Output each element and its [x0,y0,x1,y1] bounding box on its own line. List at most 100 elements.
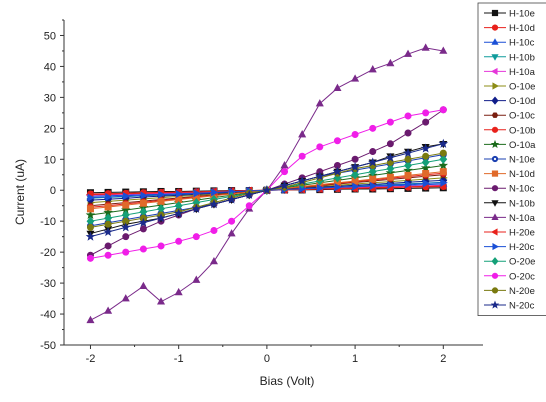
data-point [404,129,412,137]
data-point [245,202,253,210]
data-point [422,179,431,188]
legend-swatch-marker [491,24,499,31]
legend-swatch-marker [492,243,499,251]
data-point [368,65,377,73]
data-point [122,248,130,256]
data-point [368,167,377,177]
legend-item: O-10d [484,96,535,107]
data-point [403,148,413,158]
x-tick-label: 0 [264,353,270,365]
y-tick-label: -20 [40,247,56,259]
legend-label: H-20c [509,242,535,253]
legend-label: O-10c [509,111,535,122]
legend-item: N-10d [484,169,535,180]
legend-item: N-10a [484,213,536,224]
data-point [422,118,430,126]
legend-item: H-20e [484,228,535,239]
data-point [226,194,237,204]
legend-swatch-marker [491,112,499,118]
data-point [120,222,131,232]
legend-swatch-marker [491,96,499,105]
legend-item: H-10c [484,38,535,49]
data-point [369,181,378,190]
legend-label: H-10d [509,23,535,34]
y-tick-label: 0 [50,185,56,197]
y-tick-label: -10 [40,216,56,228]
data-point [192,233,200,241]
data-point [351,170,360,180]
legend-swatch-marker [491,272,499,279]
data-point [350,162,360,172]
data-point [210,226,218,234]
data-point [298,130,307,138]
data-point [439,46,448,54]
data-point [334,183,342,192]
legend-label: N-20e [509,286,535,297]
data-point [85,231,96,241]
legend-label: O-20c [509,271,535,282]
data-point [439,106,447,114]
data-point [404,160,412,171]
legend-label: O-10a [509,140,536,151]
data-point [121,294,130,302]
data-point [281,168,289,176]
data-point [297,175,307,186]
legend-swatch-marker [491,9,499,17]
legend-item: N-10b [484,198,535,209]
data-point [103,227,113,237]
data-point [139,245,147,253]
legend-item: N-10e [484,155,535,166]
legend-swatch-marker [491,126,499,133]
data-point [351,131,359,139]
data-point [209,256,218,265]
legend-label: N-10a [509,213,536,224]
y-tick-label: -50 [40,340,56,352]
legend-swatch-marker [491,228,498,236]
legend-item: O-20c [484,271,535,282]
data-point [122,192,131,201]
data-point [157,242,165,250]
data-point [157,197,165,205]
y-tick-label: 40 [44,61,56,73]
data-point [386,140,394,148]
data-point [369,124,377,132]
data-point [105,193,113,202]
data-point [227,229,236,237]
data-point [386,118,394,126]
legend-label: H-20e [509,228,535,239]
legend-swatch-marker [491,200,499,207]
data-point [86,254,94,262]
legend-swatch-marker [491,170,499,177]
y-tick-label: 20 [44,123,56,135]
y-tick-label: 10 [44,154,56,166]
data-point [87,193,95,202]
legend-item: N-20c [484,301,535,312]
data-point [404,155,412,163]
data-point [404,112,412,120]
y-tick-label: 50 [44,30,56,42]
data-point [367,157,378,167]
data-point [192,275,201,283]
data-point [369,148,377,156]
data-point [279,180,290,190]
data-point [351,74,360,82]
data-point [386,58,395,67]
data-point [386,173,394,181]
legend-swatch-marker [491,54,499,61]
data-point [385,152,396,162]
legend-swatch-marker [491,38,499,45]
legend-swatch-marker [490,300,500,309]
legend-item: N-10c [484,184,535,195]
data-point [438,160,449,170]
data-point [174,287,183,296]
legend-item: H-10e [484,9,535,20]
data-point [315,171,325,181]
data-point [156,213,166,223]
data-point [439,149,447,157]
legend-item: O-10b [484,125,535,136]
y-axis-label: Current (uA) [13,159,27,225]
legend-item: O-20e [484,257,535,268]
legend-swatch-marker-center [493,157,497,161]
data-point [104,242,112,250]
